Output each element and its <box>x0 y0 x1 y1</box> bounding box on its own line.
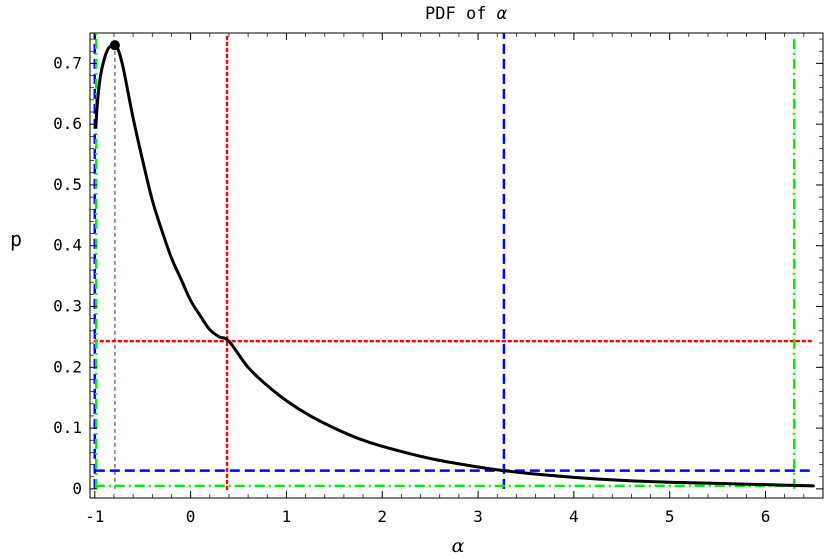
plot-frame <box>89 32 824 499</box>
x-tick-label: 3 <box>473 507 483 526</box>
chart-title-symbol: α <box>497 4 508 24</box>
x-axis-label: α <box>452 535 465 557</box>
y-tick-label: 0.7 <box>53 53 82 72</box>
y-tick-label: 0.4 <box>53 236 82 255</box>
x-tick-label: 5 <box>665 507 675 526</box>
x-tick-label: 1 <box>282 507 292 526</box>
y-tick-label: 0.2 <box>53 357 82 376</box>
y-tick-label: 0.5 <box>53 175 82 194</box>
x-tick-label: -1 <box>85 507 104 526</box>
chart-title: PDF of α <box>425 4 508 24</box>
axis-ticks: -1 0 1 2 3 4 5 600.10.20.30.40.50.60.7 <box>53 33 824 526</box>
y-tick-label: 0.6 <box>53 114 82 133</box>
y-tick-label: 0.1 <box>53 418 82 437</box>
x-tick-label: 4 <box>569 507 579 526</box>
reference-lines <box>93 31 815 491</box>
series-curve-group <box>94 40 815 488</box>
y-tick-label: 0.3 <box>53 297 82 316</box>
x-tick-label: 2 <box>377 507 387 526</box>
x-tick-label: 0 <box>186 507 196 526</box>
mode-point-marker <box>109 40 120 51</box>
series-line-0 <box>94 43 815 488</box>
x-tick-label: 6 <box>761 507 771 526</box>
y-tick-label: 0 <box>72 479 82 498</box>
chart-title-prefix: PDF of <box>425 4 486 24</box>
y-axis-label: p <box>10 227 22 251</box>
